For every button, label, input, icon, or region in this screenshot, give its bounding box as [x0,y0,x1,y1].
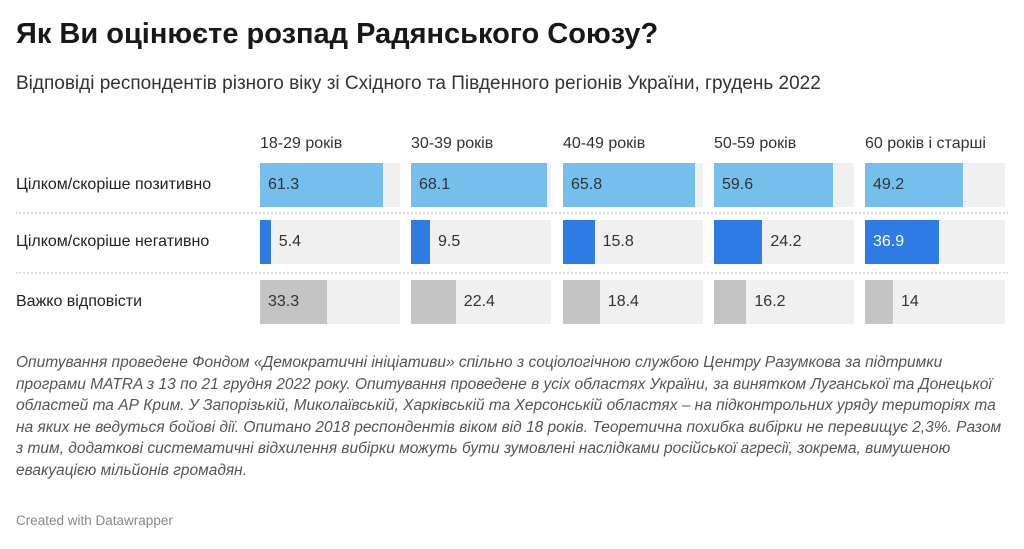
value-label: 36.9 [873,233,905,250]
bar [260,163,383,207]
bar [714,280,747,324]
chart-notes: Опитування проведене Фондом «Демократичн… [16,354,1002,479]
bar-track: 59.6 [714,163,854,207]
bar-track: 33.3 [260,280,400,324]
column-header: 40-49 років [563,135,646,152]
bar [714,163,834,207]
value-label: 33.3 [268,293,300,310]
column-header: 50-59 років [714,135,797,152]
bar-track: 14 [865,280,1005,324]
value-label: 5.4 [278,233,302,250]
value-label: 59.6 [722,176,754,193]
bar-track: 18.4 [563,280,703,324]
bar-track: 65.8 [563,163,703,207]
bar-track: 36.9 [865,220,1005,264]
bar [411,163,548,207]
value-label: 61.3 [268,176,300,193]
bar [865,220,939,264]
row-label: Цілком/скоріше позитивно [16,176,212,193]
value-label: 14 [901,293,919,310]
bar [563,220,595,264]
credit-link[interactable]: Created with Datawrapper [16,513,173,528]
bar-track: 15.8 [563,220,703,264]
bar-track: 24.2 [714,220,854,264]
bar-track: 49.2 [865,163,1005,207]
value-label: 15.8 [602,233,634,250]
bar-track: 5.4 [260,220,400,264]
row-label: Цілком/скоріше негативно [16,233,210,250]
value-label: 65.8 [571,176,603,193]
value-label: 68.1 [419,176,451,193]
chart-title: Як Ви оцінюєте розпад Радянського Союзу? [16,18,659,50]
column-header: 18-29 років [260,135,343,152]
bar [260,280,327,324]
bar-track: 68.1 [411,163,551,207]
value-label: 9.5 [438,233,461,250]
bar [260,220,271,264]
value-label: 49.2 [873,176,905,193]
row-separator [16,272,1008,274]
column-header: 60 років і старші [865,135,986,152]
value-label: 24.2 [770,233,802,250]
value-label: 18.4 [607,293,639,310]
bar-track: 61.3 [260,163,400,207]
value-label: 22.4 [463,293,495,310]
bar [411,220,430,264]
column-header: 30-39 років [411,135,494,152]
bar [563,163,695,207]
bar [563,280,600,324]
bar [865,163,964,207]
bar-track: 22.4 [411,280,551,324]
bar-track: 9.5 [411,220,551,264]
bar-track: 16.2 [714,280,854,324]
value-label: 16.2 [754,293,786,310]
bar [411,280,456,324]
chart-subtitle: Відповіді респондентів різного віку зі С… [16,73,821,94]
row-label: Важко відповісти [16,293,143,310]
row-separator [16,212,1008,214]
bar [865,280,893,324]
bar [714,220,763,264]
